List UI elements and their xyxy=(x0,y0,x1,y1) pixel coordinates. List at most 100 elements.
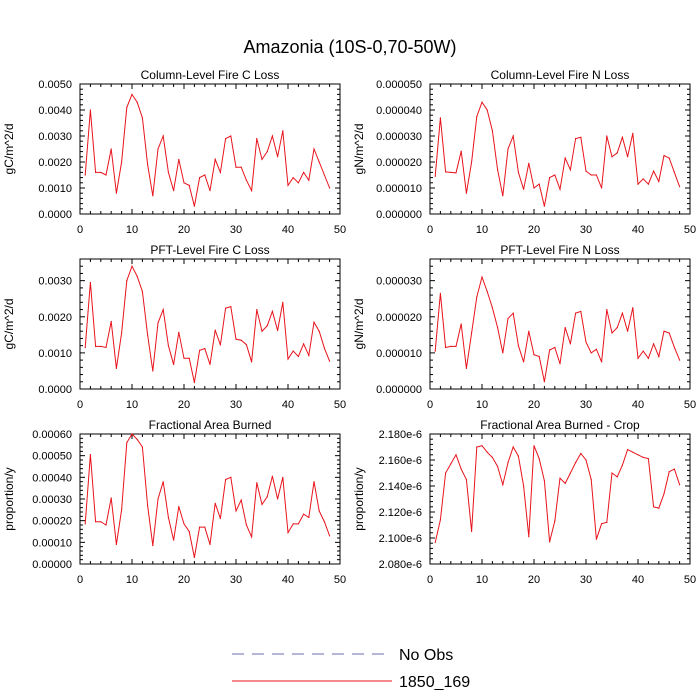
data-point xyxy=(569,472,572,474)
x-tick-label: 50 xyxy=(334,399,346,411)
data-point xyxy=(538,458,540,460)
y-tick-label: 0.00050 xyxy=(32,451,72,463)
data-point xyxy=(512,312,514,314)
panel-6: Fractional Area Burned - Crop proportion/… xyxy=(352,418,696,586)
data-point xyxy=(543,381,546,383)
legend-entry-0: No Obs xyxy=(232,647,453,664)
data-point xyxy=(559,363,561,365)
data-point xyxy=(590,352,592,354)
data-point xyxy=(575,312,577,314)
x-tick-label: 0 xyxy=(427,224,433,236)
series-line-1850_169 xyxy=(434,445,681,543)
data-point xyxy=(183,182,185,184)
figure-title: Amazonia (10S-0,70-50W) xyxy=(243,37,456,57)
y-tick-label: 0.000030 xyxy=(376,131,422,143)
x-tick-label: 30 xyxy=(230,399,242,411)
data-point xyxy=(178,158,180,160)
data-point xyxy=(277,156,279,158)
data-point xyxy=(235,166,237,168)
data-point xyxy=(434,350,436,352)
x-tick-label: 20 xyxy=(178,224,190,236)
x-tick-label: 10 xyxy=(126,399,138,411)
y-tick-label: 2.120e-6 xyxy=(379,507,422,519)
data-point xyxy=(601,523,603,525)
data-point xyxy=(188,357,190,359)
data-point xyxy=(89,281,91,284)
data-point xyxy=(601,187,603,189)
data-point xyxy=(523,188,525,190)
data-point xyxy=(230,306,232,308)
data-point xyxy=(616,152,618,154)
panel-title: PFT-Level Fire C Loss xyxy=(150,243,269,257)
x-tick-label: 30 xyxy=(230,574,242,586)
data-point xyxy=(673,171,676,173)
data-point xyxy=(642,178,644,180)
data-point xyxy=(471,332,473,334)
data-point xyxy=(235,338,237,340)
data-point xyxy=(292,523,294,525)
x-tick-label: 40 xyxy=(632,224,644,236)
y-tick-label: 0.0020 xyxy=(38,157,72,169)
data-point xyxy=(131,265,133,267)
series-line-1850_169 xyxy=(434,275,681,382)
data-point xyxy=(575,462,577,464)
data-point xyxy=(209,190,211,192)
data-point xyxy=(105,524,107,526)
data-point xyxy=(297,355,299,358)
data-point xyxy=(245,179,247,181)
x-tick-label: 30 xyxy=(580,574,592,586)
data-point xyxy=(173,190,175,192)
data-point xyxy=(240,339,242,341)
data-point xyxy=(543,480,546,482)
data-point xyxy=(110,320,112,323)
x-tick-label: 50 xyxy=(334,224,346,236)
data-point xyxy=(679,484,681,486)
data-point xyxy=(637,357,639,359)
x-tick-label: 0 xyxy=(427,399,433,411)
data-point xyxy=(590,478,592,481)
x-tick-label: 20 xyxy=(178,574,190,586)
data-point xyxy=(199,349,201,351)
data-point xyxy=(105,174,107,176)
data-point xyxy=(121,509,123,511)
data-point xyxy=(141,290,143,293)
data-point xyxy=(308,179,310,181)
panels: Column-Level Fire C Loss gC/m^2/d 0 10 20 30 4… xyxy=(2,68,696,586)
data-point xyxy=(141,446,143,448)
y-tick-label: 0.0000 xyxy=(38,384,72,396)
data-point xyxy=(230,135,232,137)
y-tick-label: 0.000040 xyxy=(376,105,422,117)
data-point xyxy=(110,497,112,499)
data-point xyxy=(131,93,133,95)
data-point xyxy=(136,438,138,441)
data-point xyxy=(261,330,263,332)
data-point xyxy=(297,182,299,184)
data-point xyxy=(115,543,117,546)
x-tick-label: 10 xyxy=(476,399,488,411)
x-tick-label: 30 xyxy=(580,399,592,411)
panel-title: Column-Level Fire C Loss xyxy=(141,68,280,82)
data-point xyxy=(455,454,457,456)
data-point xyxy=(476,115,478,118)
x-tick-label: 40 xyxy=(632,399,644,411)
data-point xyxy=(528,536,530,538)
y-tick-label: 0.000010 xyxy=(376,348,422,360)
data-point xyxy=(564,482,566,484)
data-point xyxy=(585,170,587,172)
data-point xyxy=(271,310,273,312)
data-point xyxy=(152,195,154,197)
data-point xyxy=(167,516,169,519)
x-tick-label: 10 xyxy=(476,574,488,586)
x-tick-label: 20 xyxy=(528,399,540,411)
data-point xyxy=(121,332,123,334)
data-point xyxy=(647,183,650,185)
y-tick-label: 0.00000 xyxy=(32,559,72,571)
y-tick-label: 0.00020 xyxy=(32,516,72,528)
data-point xyxy=(517,171,520,173)
data-point xyxy=(502,352,504,354)
legend-entry-1: 1850_169 xyxy=(232,674,470,691)
data-point xyxy=(445,346,447,349)
data-point xyxy=(214,502,216,504)
data-point xyxy=(173,363,175,366)
data-point xyxy=(209,543,211,546)
